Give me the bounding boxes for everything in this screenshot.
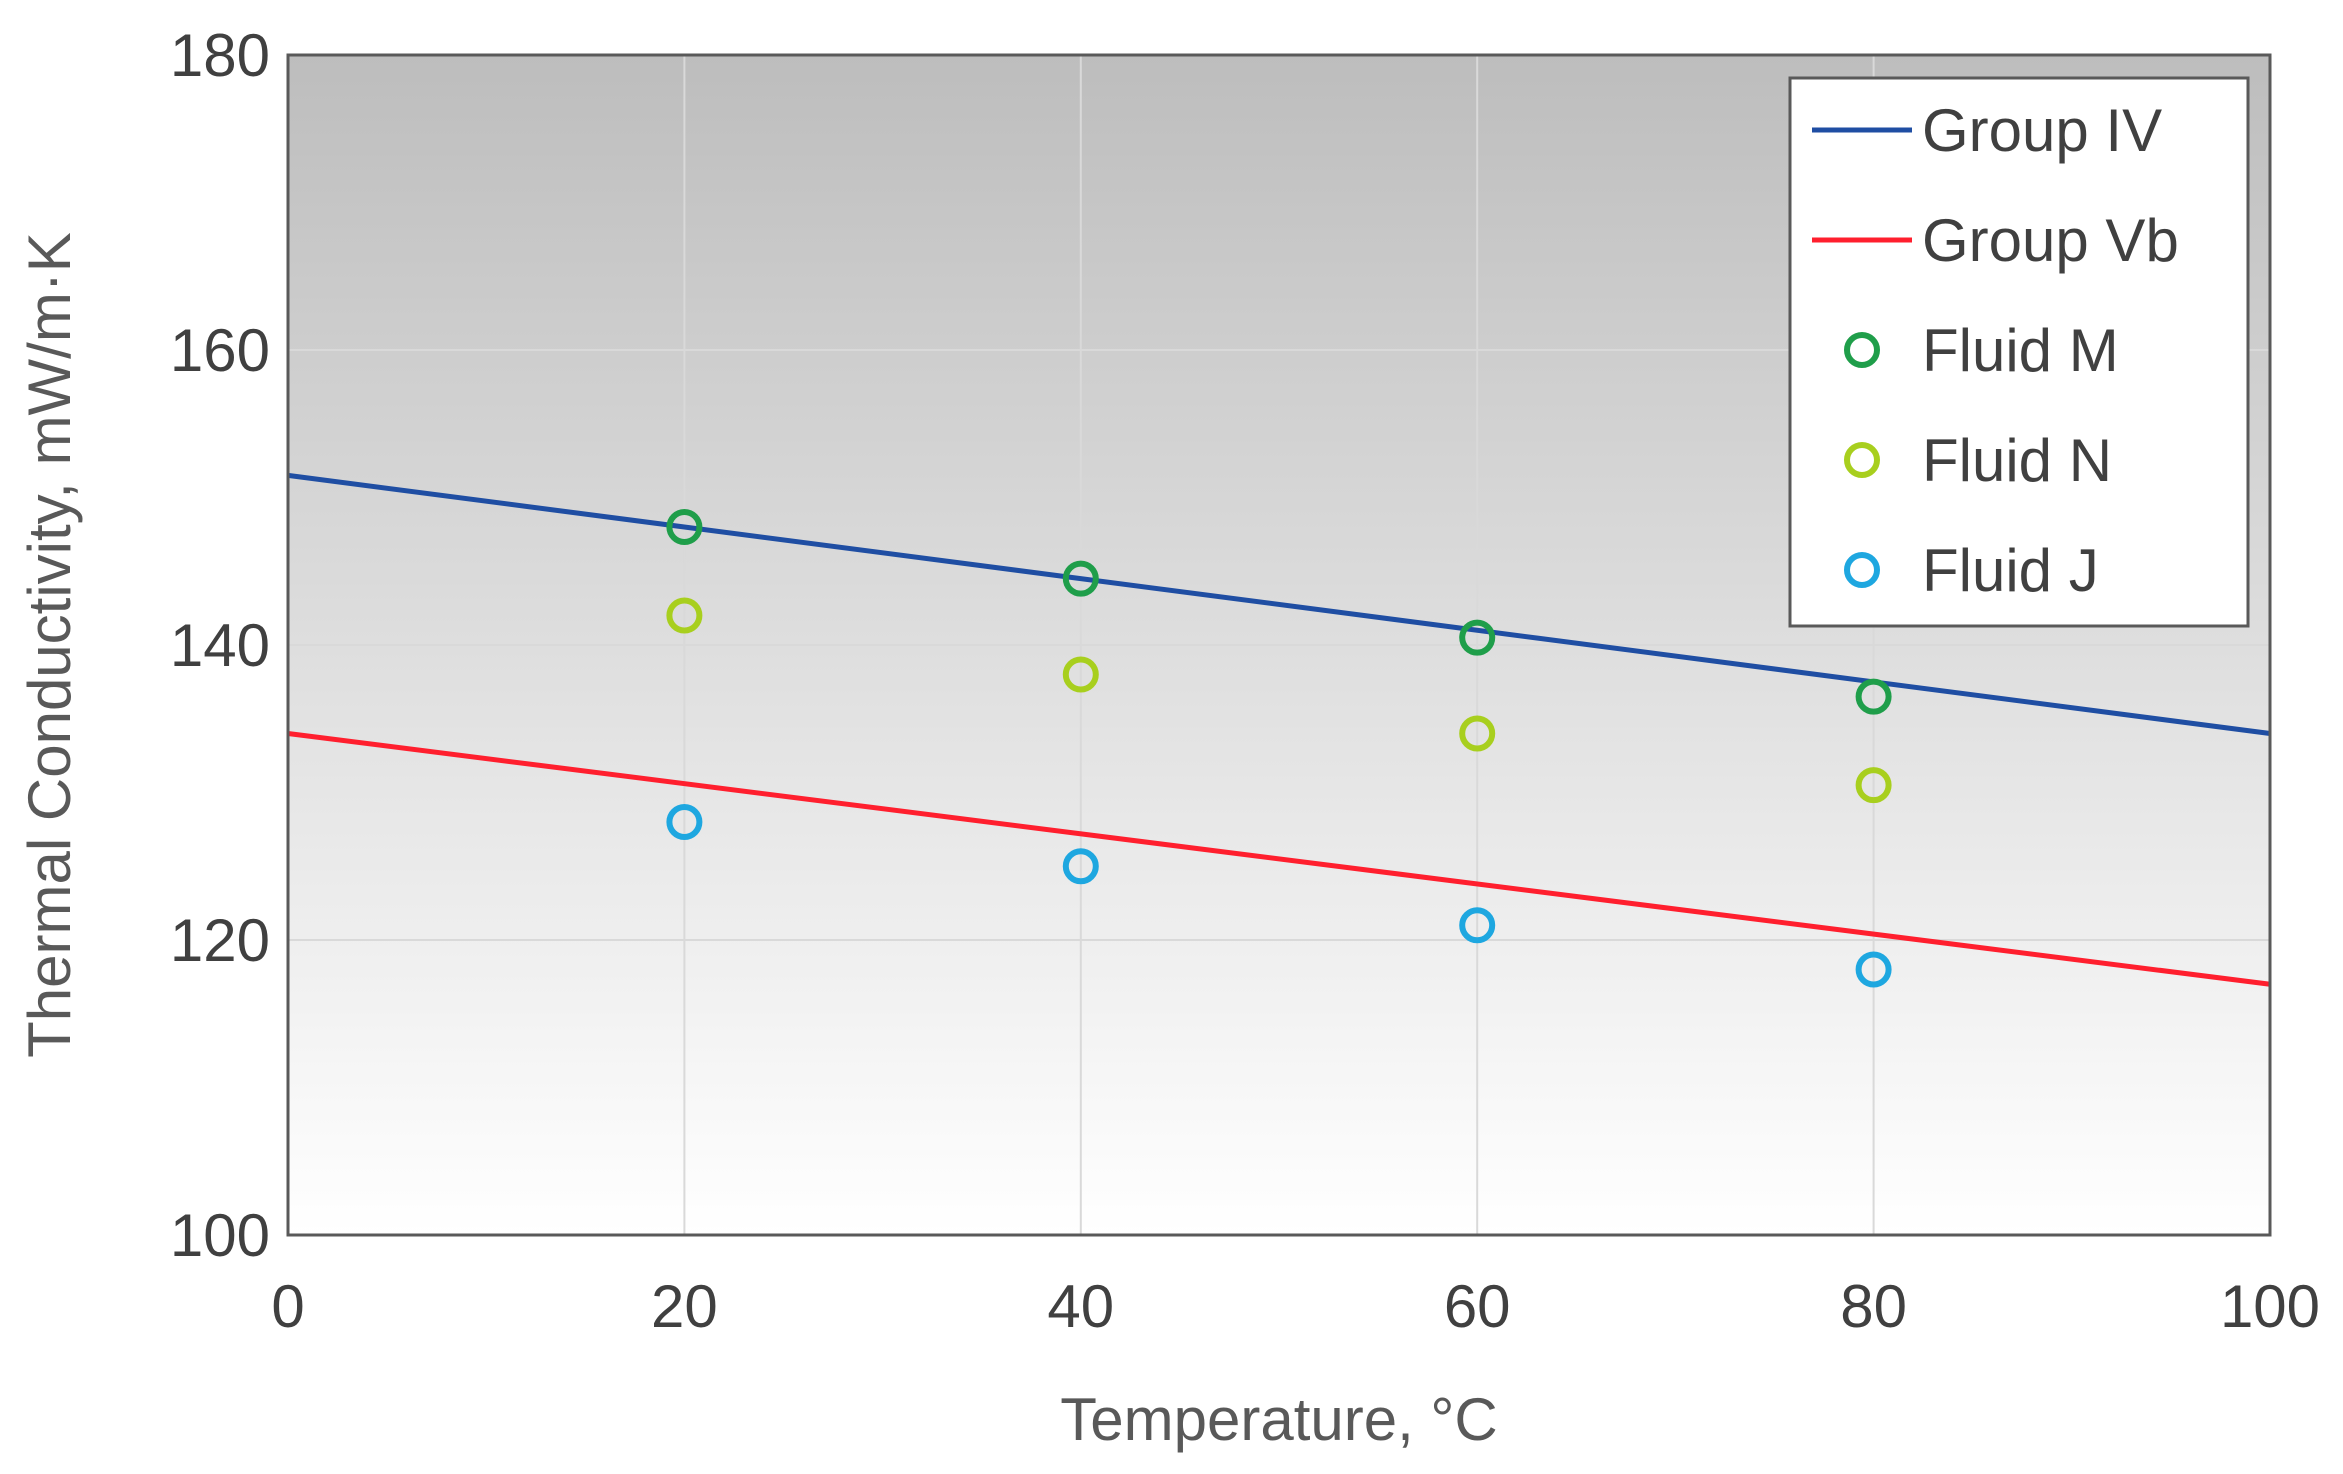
x-tick-label: 40 <box>1047 1273 1114 1340</box>
series-line-group-iv <box>287 472 2271 736</box>
series-line-group-vb <box>287 731 2271 987</box>
data-point-fluid-j <box>1062 848 1099 885</box>
y-axis-title: Thermal Conductivity, mW/m·K <box>16 232 83 1058</box>
data-point-fluid-j <box>666 804 703 840</box>
legend-box <box>1788 76 2250 628</box>
data-point-fluid-n <box>666 597 703 634</box>
data-point-fluid-m <box>1459 619 1496 656</box>
legend-swatch-fluid-j <box>1844 552 1880 588</box>
data-point-fluid-n <box>1459 715 1496 752</box>
data-point-fluid-j <box>1459 907 1496 944</box>
legend-label-fluid-n: Fluid N <box>1922 427 2112 494</box>
data-point-fluid-m <box>666 509 703 545</box>
legend: Group IV Group Vb Fluid M Fluid N Fluid J <box>1788 76 2250 628</box>
axis-ticks: 0 20 40 60 80 100 100 120 140 160 180 <box>170 22 2320 1340</box>
y-tick-label: 180 <box>170 22 270 89</box>
y-tick-label: 160 <box>170 317 270 384</box>
plot-area-border <box>286 53 2272 1237</box>
x-axis-title: Temperature, °C <box>1060 1386 1498 1453</box>
legend-label-group-vb: Group Vb <box>1922 207 2179 274</box>
y-tick-label: 100 <box>170 1202 270 1269</box>
data-series <box>287 472 2271 988</box>
legend-label-fluid-m: Fluid M <box>1922 317 2119 384</box>
data-point-fluid-m <box>1855 678 1892 715</box>
legend-label-fluid-j: Fluid J <box>1922 537 2099 604</box>
data-point-fluid-n <box>1855 767 1892 804</box>
y-tick-label: 120 <box>170 907 270 974</box>
x-tick-label: 0 <box>271 1273 304 1340</box>
x-tick-label: 100 <box>2220 1273 2320 1340</box>
data-point-fluid-j <box>1855 951 1892 988</box>
y-tick-label: 140 <box>170 612 270 679</box>
legend-label-group-iv: Group IV <box>1922 97 2162 164</box>
legend-swatch-fluid-n <box>1844 442 1880 478</box>
x-tick-label: 80 <box>1840 1273 1907 1340</box>
legend-swatch-fluid-m <box>1844 332 1880 368</box>
data-point-fluid-m <box>1062 560 1099 597</box>
x-tick-label: 60 <box>1444 1273 1511 1340</box>
x-tick-label: 20 <box>651 1273 718 1340</box>
data-point-fluid-n <box>1062 656 1099 693</box>
